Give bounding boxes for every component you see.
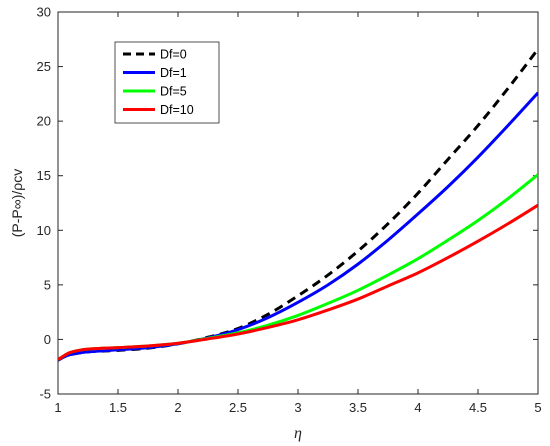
y-tick-label: -5 bbox=[39, 387, 51, 402]
y-axis-label: (P-P∞)/ρcv bbox=[9, 169, 25, 238]
series-line-df-10 bbox=[58, 203, 538, 361]
legend-label: Df=1 bbox=[160, 66, 187, 80]
x-tick-label: 3 bbox=[294, 400, 301, 415]
y-tick-label: 25 bbox=[37, 59, 51, 74]
y-tick-label: 15 bbox=[37, 168, 51, 183]
y-tick-label: 0 bbox=[44, 332, 51, 347]
x-tick-label: 4 bbox=[414, 400, 421, 415]
x-tick-label: 3.5 bbox=[349, 400, 367, 415]
series-line-df-0 bbox=[58, 48, 538, 362]
y-tick-label: 20 bbox=[37, 114, 51, 129]
y-tick-label: 30 bbox=[37, 5, 51, 20]
y-tick-label: 10 bbox=[37, 223, 51, 238]
legend-label: Df=0 bbox=[160, 48, 187, 62]
x-axis-label: η bbox=[294, 425, 302, 442]
x-tick-label: 2 bbox=[174, 400, 181, 415]
legend-label: Df=10 bbox=[160, 103, 194, 117]
x-tick-label: 1.5 bbox=[109, 400, 127, 415]
x-tick-label: 2.5 bbox=[229, 400, 247, 415]
plot-area: 1 1.5 2 2.5 3 3.5 4 4.5 5 -5 0 5 10 15 20 25 30 η (P-P∞)/ρ… bbox=[9, 5, 542, 443]
y-tick-label: 5 bbox=[44, 277, 51, 292]
x-tick-label: 4.5 bbox=[469, 400, 487, 415]
x-tick-label: 5 bbox=[534, 400, 541, 415]
x-tick-label: 1 bbox=[54, 400, 61, 415]
series-group bbox=[58, 48, 538, 362]
legend-label: Df=5 bbox=[160, 85, 187, 99]
series-line-df-1 bbox=[58, 91, 538, 362]
